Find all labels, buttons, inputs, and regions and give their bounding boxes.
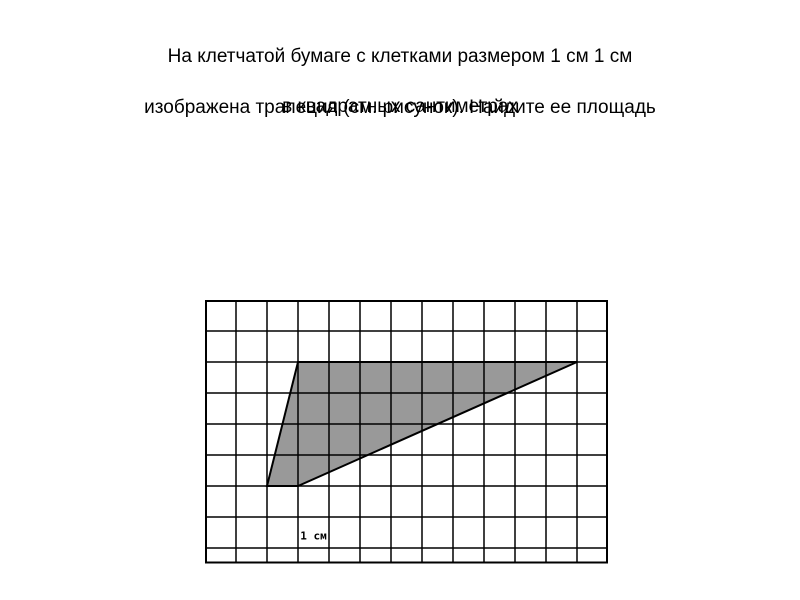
figure: 1 см (205, 300, 608, 564)
unit-label: 1 см (300, 529, 327, 542)
problem-subline: в квадратных сантиметрах (0, 96, 800, 118)
problem-line-3: в квадратных сантиметрах (282, 96, 518, 117)
page: На клетчатой бумаге с клетками размером … (0, 0, 800, 600)
grid-svg: 1 см (205, 300, 608, 564)
problem-line-1: На клетчатой бумаге с клетками размером … (168, 46, 633, 67)
